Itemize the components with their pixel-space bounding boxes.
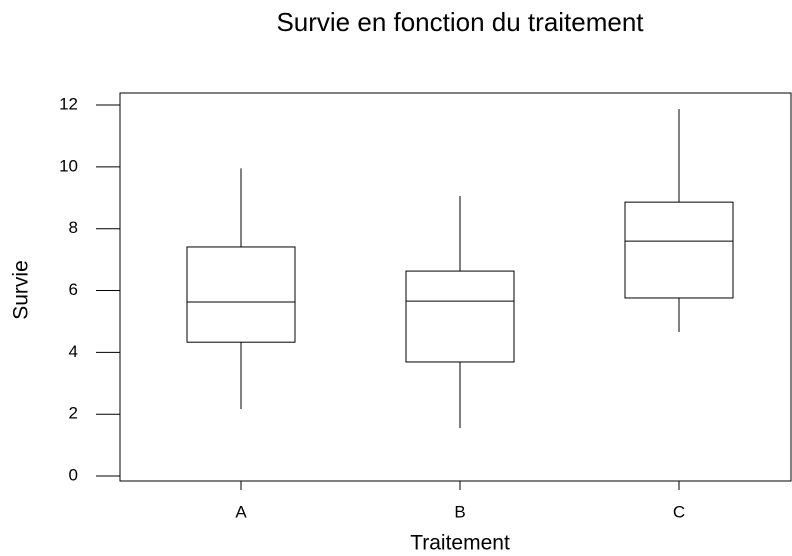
plot-frame — [119, 92, 792, 482]
box — [405, 270, 515, 363]
y-tick-label: 2 — [69, 404, 78, 423]
chart-title: Survie en fonction du traitement — [276, 7, 644, 37]
y-tick-label: 4 — [69, 342, 78, 361]
x-tick-label: A — [235, 502, 247, 521]
y-tick-label: 6 — [69, 280, 78, 299]
box — [624, 201, 734, 299]
y-tick-label: 12 — [59, 95, 78, 114]
x-axis-label: Traitement — [410, 532, 510, 555]
y-tick-label: 10 — [59, 156, 78, 175]
x-tick-label: B — [454, 502, 465, 521]
y-tick-label: 8 — [69, 218, 78, 237]
x-tick-label: C — [673, 502, 685, 521]
y-axis-label: Survie — [10, 260, 33, 320]
y-tick-label: 0 — [69, 466, 78, 485]
box — [186, 246, 296, 343]
